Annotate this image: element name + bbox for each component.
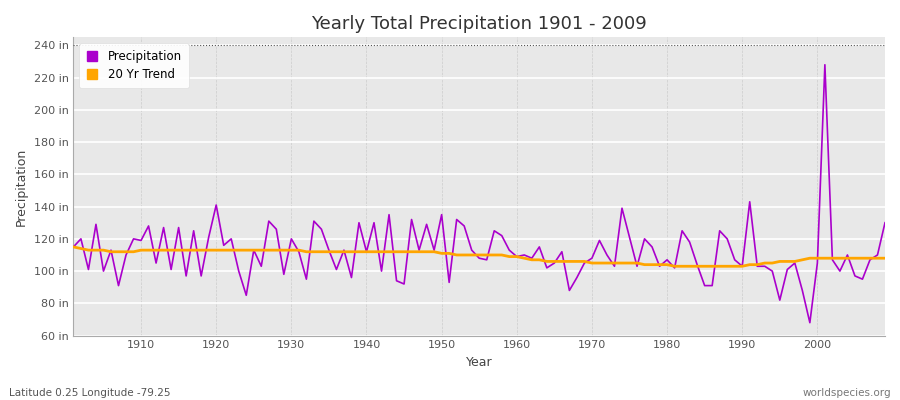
Title: Yearly Total Precipitation 1901 - 2009: Yearly Total Precipitation 1901 - 2009 <box>311 15 647 33</box>
Legend: Precipitation, 20 Yr Trend: Precipitation, 20 Yr Trend <box>79 43 189 88</box>
Y-axis label: Precipitation: Precipitation <box>15 147 28 226</box>
X-axis label: Year: Year <box>466 356 492 369</box>
Text: worldspecies.org: worldspecies.org <box>803 388 891 398</box>
Text: Latitude 0.25 Longitude -79.25: Latitude 0.25 Longitude -79.25 <box>9 388 170 398</box>
